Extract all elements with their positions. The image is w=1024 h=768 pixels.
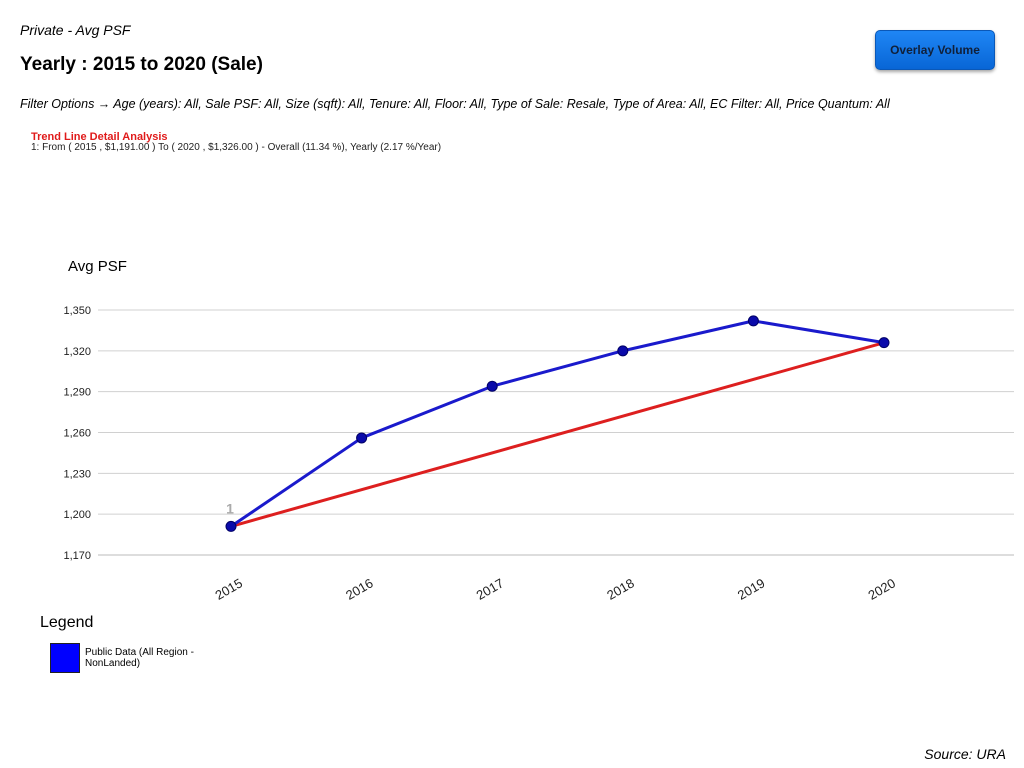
data-point bbox=[486, 380, 498, 392]
data-point bbox=[878, 337, 890, 349]
y-tick-label: 1,320 bbox=[63, 346, 91, 358]
x-tick-label: 2018 bbox=[604, 575, 637, 602]
trend-line-label: 1 bbox=[226, 500, 234, 516]
source-note: Source: URA bbox=[924, 746, 1006, 762]
legend-title: Legend bbox=[40, 614, 94, 631]
trend-line bbox=[230, 341, 885, 528]
trend-line-title: Trend Line Detail Analysis bbox=[31, 131, 168, 143]
overlay-volume-button[interactable]: Overlay Volume bbox=[875, 30, 995, 70]
y-tick-label: 1,170 bbox=[63, 550, 91, 562]
y-tick-label: 1,230 bbox=[63, 468, 91, 480]
filter-options-text: Filter Options → Age (years): All, Sale … bbox=[20, 97, 890, 111]
x-tick-label: 2015 bbox=[212, 575, 245, 602]
x-tick-label: 2020 bbox=[865, 575, 898, 602]
y-tick-label: 1,350 bbox=[63, 305, 91, 317]
data-point bbox=[747, 315, 759, 327]
x-tick-label: 2017 bbox=[474, 575, 507, 602]
x-tick-label: 2016 bbox=[343, 575, 376, 602]
trend-line-detail: 1: From ( 2015 , $1,191.00 ) To ( 2020 ,… bbox=[31, 142, 442, 153]
x-tick-label: 2019 bbox=[735, 575, 768, 602]
data-point bbox=[617, 345, 629, 357]
y-axis-label: Avg PSF bbox=[68, 258, 127, 275]
data-point bbox=[356, 432, 368, 444]
legend-swatch bbox=[50, 643, 80, 673]
series-line bbox=[230, 319, 885, 528]
chart-subtitle: Private - Avg PSF bbox=[20, 22, 131, 38]
y-tick-label: 1,200 bbox=[63, 509, 91, 521]
page-title: Yearly : 2015 to 2020 (Sale) bbox=[20, 54, 263, 75]
line-chart: Avg PSF 1,170 1,200 1,230 1,260 1,290 1,320 1,… bbox=[63, 258, 1014, 603]
data-point bbox=[225, 520, 237, 532]
y-tick-label: 1,260 bbox=[63, 428, 91, 440]
y-tick-label: 1,290 bbox=[63, 387, 91, 399]
legend-label: Public Data (All Region - NonLanded) bbox=[85, 647, 194, 669]
